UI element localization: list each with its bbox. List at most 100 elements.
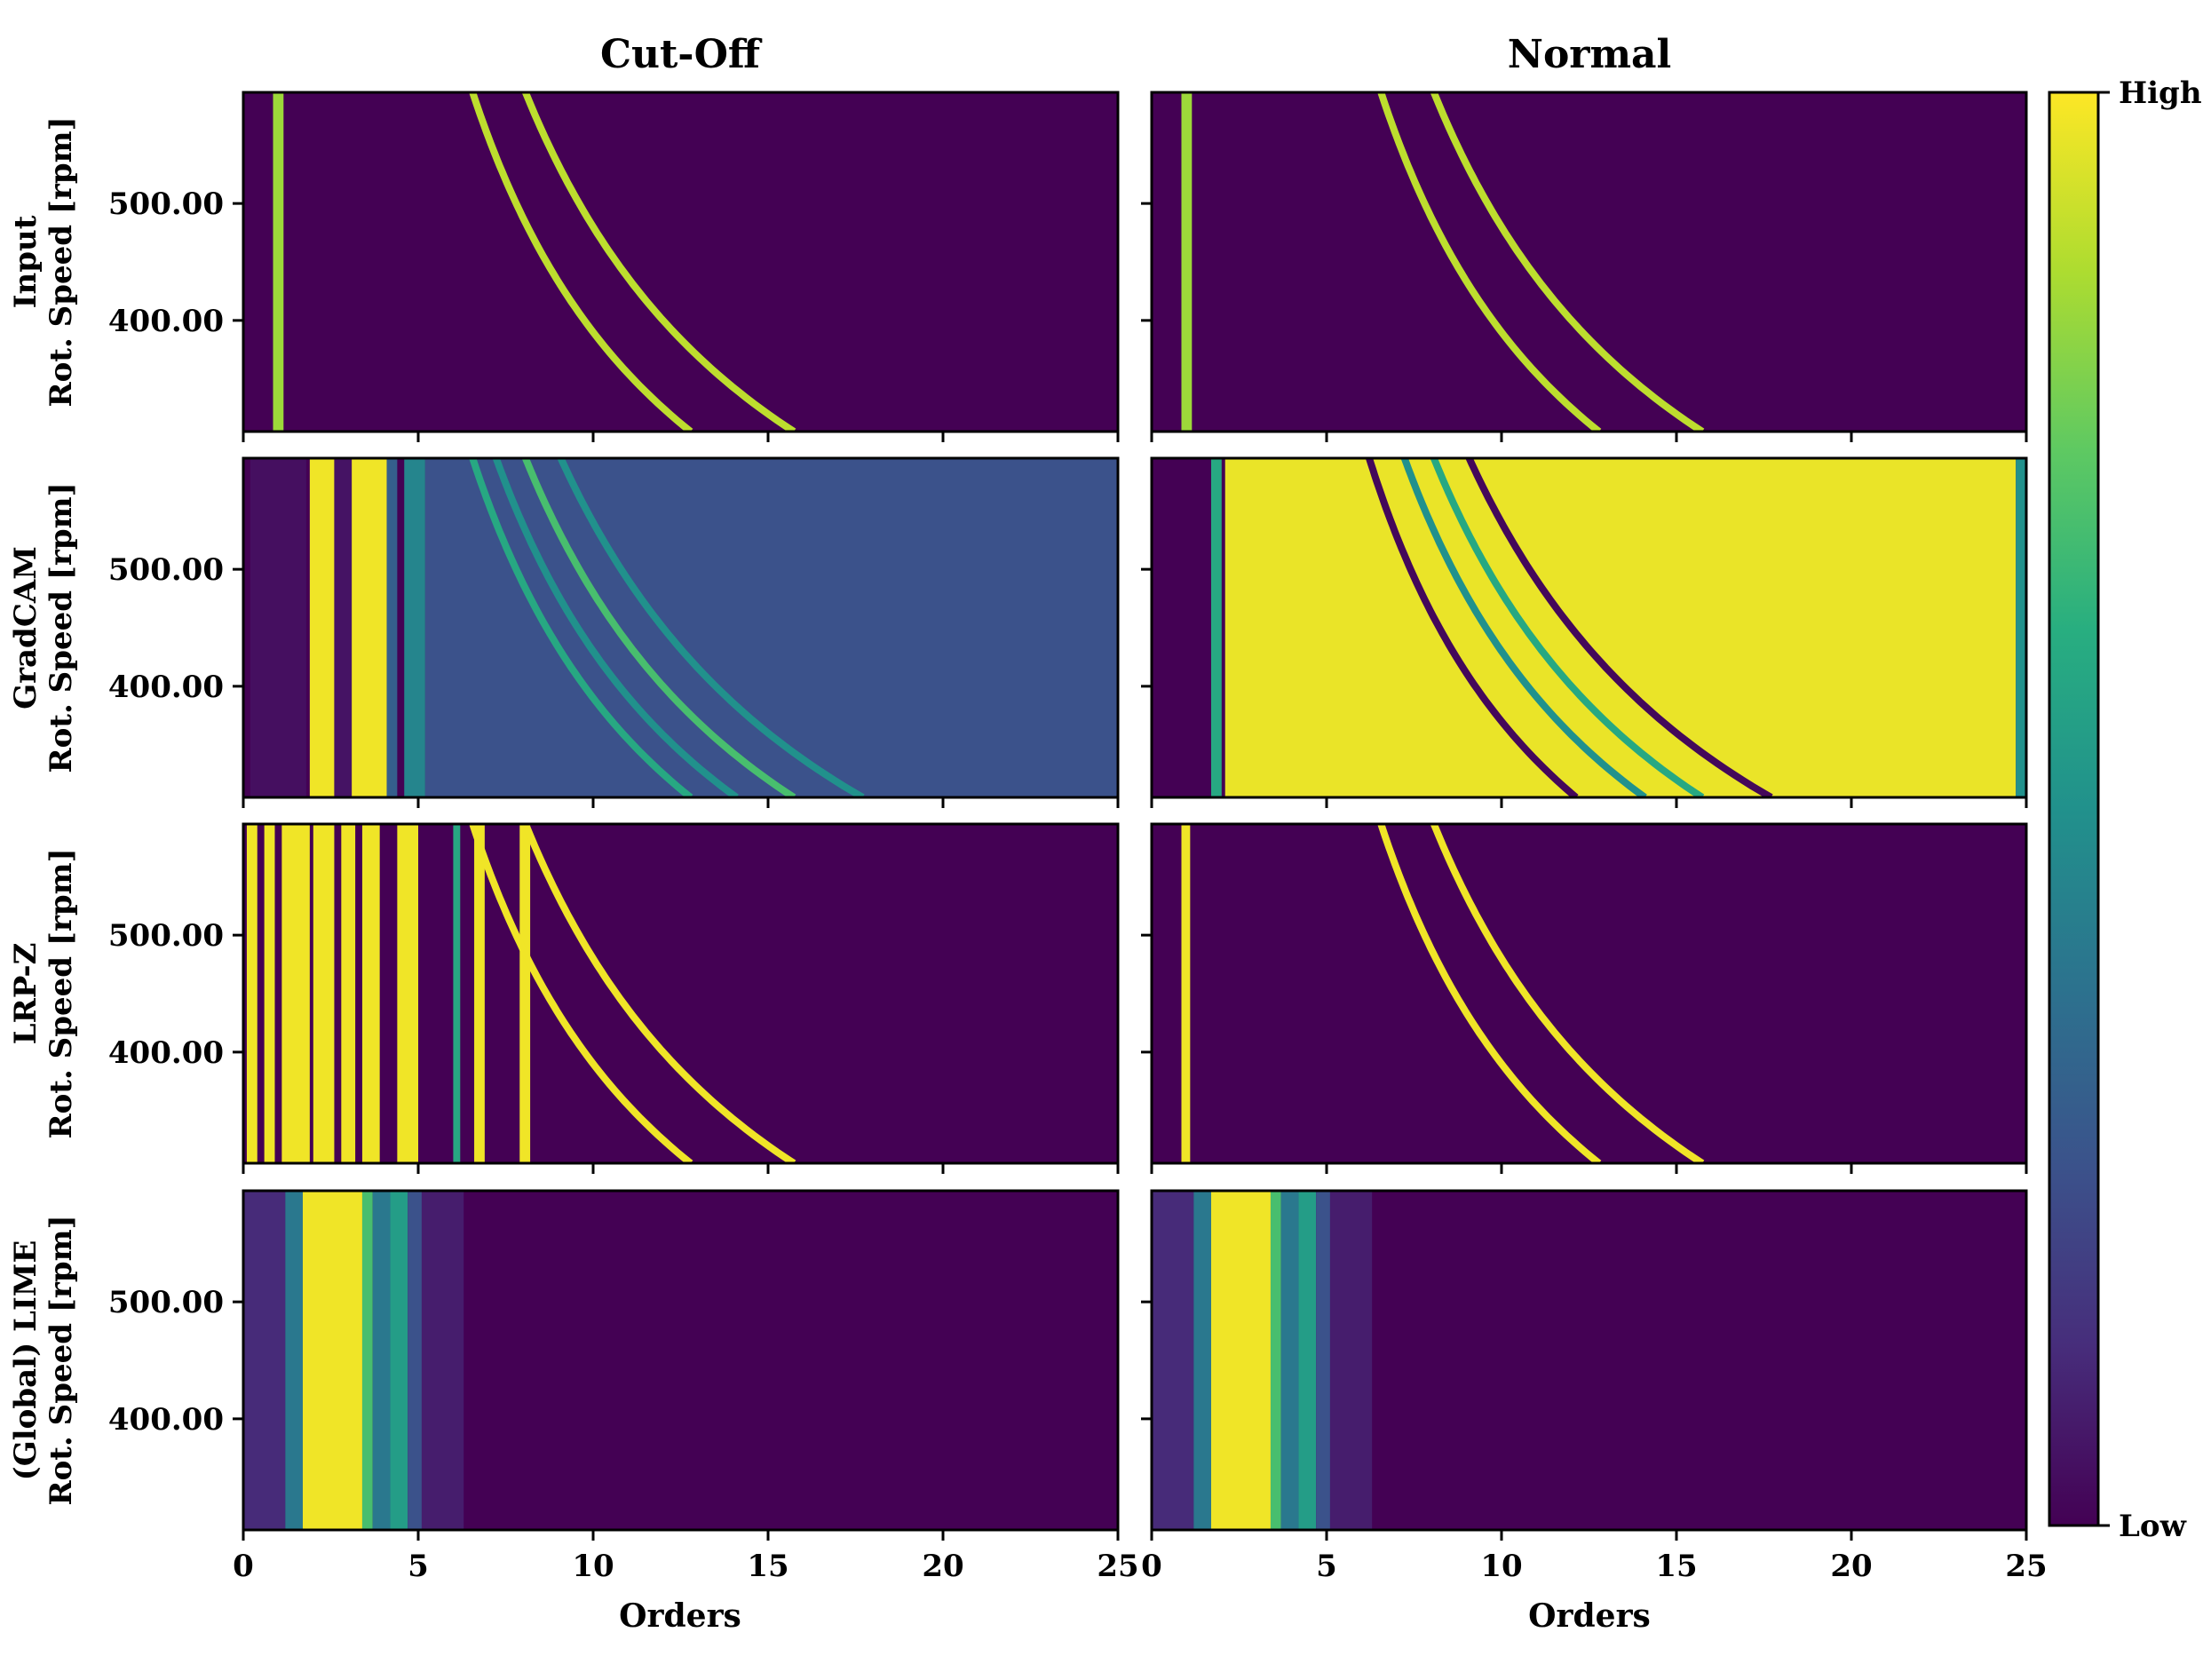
y-tick-label: 500.00 bbox=[108, 1285, 224, 1320]
x-tick-label: 20 bbox=[922, 1549, 963, 1584]
colorbar-high-label: High bbox=[2119, 75, 2202, 111]
heatmap-band bbox=[1280, 1191, 1299, 1530]
panel-input-cut-off: 400.00 500.00 bbox=[108, 91, 1120, 442]
order-curve bbox=[1377, 92, 1602, 432]
order-curve bbox=[1465, 458, 1773, 797]
heatmap-band bbox=[2016, 458, 2026, 797]
heatmap-background bbox=[1152, 824, 2026, 1163]
panel-lrp-z-normal bbox=[1141, 822, 2028, 1174]
row-label-ylabel: Rot. Speed [rpm] bbox=[44, 116, 79, 407]
row-label-ylabel: Rot. Speed [rpm] bbox=[44, 482, 79, 773]
panel--global-lime-normal: 0 5 10 15 20 25 bbox=[1141, 1189, 2048, 1584]
x-tick-label: 25 bbox=[2005, 1549, 2047, 1584]
y-tick-label: 400.00 bbox=[108, 1402, 224, 1438]
row-label-method: (Global) LIME bbox=[8, 1240, 44, 1481]
panel--global-lime-cut-off: 0 5 10 15 20 25 400.00 500.00 bbox=[108, 1189, 1139, 1584]
heatmap-band bbox=[1193, 1191, 1211, 1530]
heatmap-band bbox=[1298, 1191, 1317, 1530]
order-curve bbox=[522, 824, 796, 1163]
panel-frame bbox=[242, 91, 1120, 433]
heatmap-band bbox=[386, 458, 398, 797]
x-tick-label: 10 bbox=[1480, 1549, 1522, 1584]
heatmap-band bbox=[397, 824, 418, 1163]
heatmap-band bbox=[273, 92, 284, 432]
y-tick-label: 400.00 bbox=[108, 304, 224, 339]
heatmap-band bbox=[1210, 458, 1222, 797]
order-curve bbox=[469, 92, 693, 432]
heatmap-band bbox=[246, 824, 258, 1163]
heatmap-band bbox=[361, 1191, 373, 1530]
x-tick-label: 25 bbox=[1097, 1549, 1138, 1584]
heatmap-band bbox=[341, 824, 356, 1163]
colorbar-low-label: Low bbox=[2119, 1509, 2187, 1544]
row-label-method: GradCAM bbox=[8, 546, 44, 709]
heatmap-band bbox=[334, 458, 353, 797]
order-curve bbox=[492, 458, 739, 797]
heatmap-background bbox=[243, 824, 1118, 1163]
heatmap-band bbox=[372, 1191, 391, 1530]
heatmap-band bbox=[1152, 1191, 1194, 1530]
order-curve bbox=[1400, 458, 1647, 797]
order-curve bbox=[1377, 824, 1602, 1163]
order-curve bbox=[557, 458, 865, 797]
row-label-ylabel: Rot. Speed [rpm] bbox=[44, 848, 79, 1138]
column-title-normal: Normal bbox=[1508, 32, 1672, 77]
row-label-method: LRP-Z bbox=[8, 943, 44, 1045]
heatmap-band bbox=[1224, 458, 2017, 797]
y-tick-label: 500.00 bbox=[108, 918, 224, 954]
heatmap-band bbox=[250, 458, 306, 797]
x-tick-label: 5 bbox=[408, 1549, 429, 1584]
panel-frame bbox=[1150, 1189, 2028, 1532]
heatmap-band bbox=[264, 824, 275, 1163]
panel-frame bbox=[1150, 456, 2028, 799]
heatmap-band bbox=[404, 458, 425, 797]
panel-frame bbox=[1150, 91, 2028, 433]
panel-gradcam-cut-off: 400.00 500.00 bbox=[108, 456, 1120, 808]
x-axis-label-right: Orders bbox=[1528, 1597, 1651, 1635]
heatmap-band bbox=[313, 824, 335, 1163]
order-curve bbox=[1366, 458, 1579, 797]
heatmap-band bbox=[519, 824, 531, 1163]
order-curve bbox=[1430, 824, 1705, 1163]
heatmap-band bbox=[361, 824, 380, 1163]
x-tick-label: 0 bbox=[233, 1549, 254, 1584]
order-curve bbox=[522, 458, 796, 797]
panel-frame bbox=[242, 1189, 1120, 1532]
panel-input-normal bbox=[1141, 91, 2028, 442]
heatmap-band bbox=[243, 1191, 286, 1530]
heatmap-band bbox=[1270, 1191, 1281, 1530]
heatmap-background bbox=[243, 92, 1118, 432]
column-title-cutoff: Cut-Off bbox=[600, 32, 763, 77]
heatmap-band bbox=[453, 824, 461, 1163]
order-curve bbox=[1430, 458, 1705, 797]
order-curve bbox=[469, 824, 693, 1163]
heatmap-band bbox=[352, 458, 387, 797]
heatmap-band bbox=[1329, 1191, 1373, 1530]
heatmap-band bbox=[281, 824, 310, 1163]
heatmap-band bbox=[309, 458, 335, 797]
x-axis-label-left: Orders bbox=[619, 1597, 741, 1635]
y-tick-label: 500.00 bbox=[108, 186, 224, 222]
heatmap-band bbox=[285, 1191, 303, 1530]
panel-frame bbox=[242, 822, 1120, 1165]
colorbar bbox=[2048, 91, 2100, 1527]
x-tick-label: 10 bbox=[572, 1549, 614, 1584]
x-tick-label: 15 bbox=[747, 1549, 788, 1584]
heatmap-band bbox=[1181, 824, 1191, 1163]
heatmap-band bbox=[302, 1191, 362, 1530]
y-tick-label: 400.00 bbox=[108, 1035, 224, 1071]
heatmap-band bbox=[424, 458, 1118, 797]
heatmap-band bbox=[1210, 1191, 1271, 1530]
order-curve bbox=[1430, 92, 1705, 432]
panel-frame bbox=[242, 456, 1120, 799]
x-tick-label: 0 bbox=[1141, 1549, 1162, 1584]
x-tick-label: 20 bbox=[1830, 1549, 1872, 1584]
heatmap-band bbox=[408, 1191, 422, 1530]
heatmap-background bbox=[1152, 92, 2026, 432]
heatmap-band bbox=[390, 1191, 408, 1530]
heatmap-band bbox=[474, 824, 485, 1163]
panel-lrp-z-cut-off: 400.00 500.00 bbox=[108, 822, 1120, 1174]
panel-gradcam-normal bbox=[1141, 456, 2028, 808]
